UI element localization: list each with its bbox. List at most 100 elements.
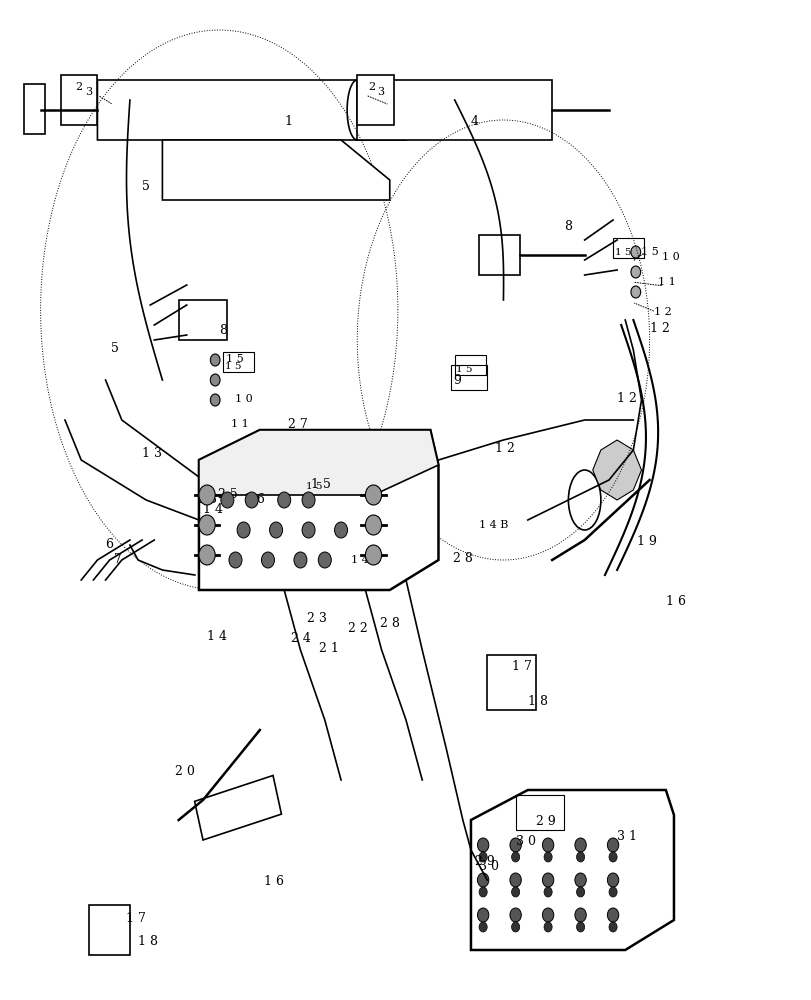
Circle shape [608,922,616,932]
Bar [612,238,643,258]
Bar [454,355,485,375]
Circle shape [365,485,381,505]
Circle shape [542,838,553,852]
Circle shape [630,246,640,258]
Text: 1 2: 1 2 [616,392,636,405]
Circle shape [318,552,331,568]
Circle shape [607,873,618,887]
Text: 3: 3 [377,87,384,97]
Circle shape [576,852,584,862]
Text: 3 1: 3 1 [616,830,637,843]
Circle shape [199,515,215,535]
Circle shape [511,852,519,862]
Polygon shape [162,140,389,200]
Ellipse shape [568,470,600,530]
Circle shape [365,515,381,535]
Text: 1 8: 1 8 [138,935,158,948]
Circle shape [302,522,315,538]
Text: 1 5: 1 5 [614,248,630,257]
Text: 2: 2 [75,82,83,92]
Polygon shape [470,790,673,950]
Circle shape [630,266,640,278]
Circle shape [210,354,220,366]
Circle shape [511,887,519,897]
Polygon shape [199,430,438,590]
Circle shape [511,922,519,932]
Text: 1 5: 1 5 [225,362,241,371]
Text: 8: 8 [564,220,572,233]
Text: 1 5: 1 5 [456,365,472,374]
Text: 2 9: 2 9 [535,815,555,828]
Circle shape [574,838,586,852]
Text: 1 7: 1 7 [511,660,530,673]
Text: 8: 8 [219,324,227,337]
Text: 2 0: 2 0 [174,765,194,778]
Circle shape [574,873,586,887]
Text: 2 8: 2 8 [380,617,399,630]
Circle shape [509,908,521,922]
Circle shape [261,552,274,568]
Text: 1 5: 1 5 [641,247,659,257]
Circle shape [269,522,282,538]
Text: 1 4: 1 4 [207,630,227,643]
Text: 2 6: 2 6 [245,493,264,506]
Text: 3 0: 3 0 [515,835,535,848]
Circle shape [477,838,488,852]
Circle shape [477,908,488,922]
Text: 9: 9 [453,374,461,387]
Circle shape [543,887,551,897]
Bar [478,235,519,275]
Circle shape [477,873,488,887]
Text: 1 0: 1 0 [235,394,253,404]
Circle shape [199,545,215,565]
Text: 1 0: 1 0 [661,252,679,262]
Text: 1 4 C: 1 4 C [350,555,380,565]
Text: 1 9: 1 9 [637,535,656,548]
Circle shape [630,286,640,298]
Text: 1 2: 1 2 [495,442,514,455]
Text: 1: 1 [284,115,292,128]
Circle shape [210,394,220,406]
Text: 2 1: 2 1 [319,642,338,655]
Text: 7: 7 [114,553,122,566]
Text: 1 5: 1 5 [306,482,322,491]
Circle shape [607,908,618,922]
Circle shape [478,922,487,932]
Bar [61,75,97,125]
Text: 1 3: 1 3 [142,447,162,460]
Circle shape [199,485,215,505]
Circle shape [576,887,584,897]
Text: 2 4: 2 4 [290,632,310,645]
Circle shape [478,852,487,862]
Text: 1 2: 1 2 [649,322,668,335]
Text: 1 2: 1 2 [653,307,671,317]
Text: 6: 6 [105,538,114,551]
Text: 2 3: 2 3 [307,612,326,625]
Text: 1 5: 1 5 [311,478,330,491]
Text: 1 4 B: 1 4 B [478,520,508,530]
Text: 1 8: 1 8 [527,695,547,708]
Bar [223,352,254,372]
Bar [89,905,130,955]
Text: 1 5: 1 5 [225,354,243,364]
Polygon shape [199,430,438,495]
Text: 2 8: 2 8 [453,552,472,565]
Circle shape [608,852,616,862]
Text: 2: 2 [367,82,375,92]
Text: 2 9: 2 9 [474,855,494,868]
Circle shape [210,374,220,386]
Circle shape [509,838,521,852]
Circle shape [543,922,551,932]
Text: 1 3: 1 3 [196,493,217,506]
Circle shape [237,522,250,538]
Circle shape [245,492,258,508]
Circle shape [478,887,487,897]
Circle shape [302,492,315,508]
Text: 4: 4 [470,115,478,128]
Bar [178,300,227,340]
Text: 3 0: 3 0 [478,860,499,873]
Circle shape [542,873,553,887]
Polygon shape [357,80,551,140]
Text: 5: 5 [111,342,119,355]
Text: 5: 5 [142,180,150,193]
